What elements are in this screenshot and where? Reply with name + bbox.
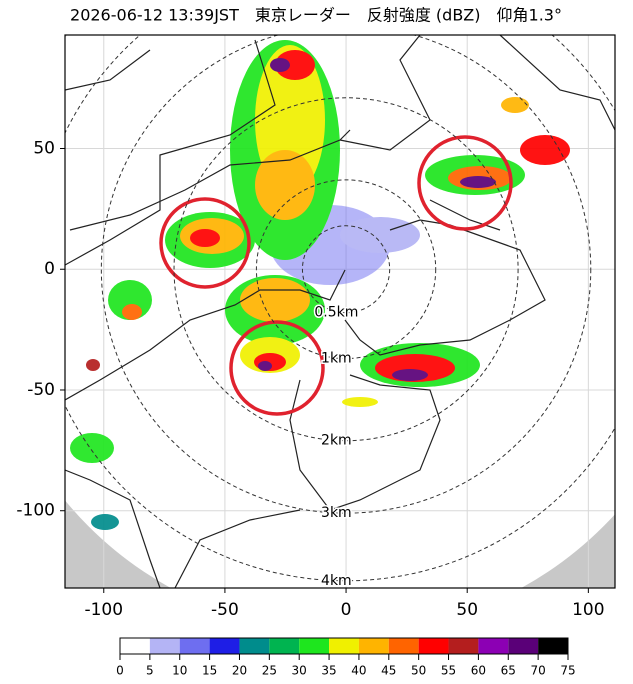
range-ring-label: 2km bbox=[321, 433, 352, 449]
colorbar-bin bbox=[269, 638, 300, 654]
colorbar-bin bbox=[388, 638, 419, 654]
colorbar-tick-label: 75 bbox=[560, 664, 575, 678]
range-ring-label: 4km bbox=[321, 573, 352, 589]
colorbar-tick-label: 0 bbox=[116, 664, 124, 678]
colorbar-bin bbox=[538, 638, 568, 654]
y-tick-label: 0 bbox=[44, 259, 55, 279]
x-tick-label: -100 bbox=[84, 600, 123, 620]
x-tick-label: 0 bbox=[341, 600, 352, 620]
colorbar-tick-label: 55 bbox=[441, 664, 456, 678]
range-ring bbox=[255, 179, 437, 360]
colorbar-bin bbox=[448, 638, 479, 654]
colorbar-tick-label: 20 bbox=[232, 664, 247, 678]
colorbar-bin bbox=[358, 638, 389, 654]
echoes bbox=[70, 40, 570, 530]
colorbar-tick-label: 50 bbox=[411, 664, 426, 678]
colorbar-bin bbox=[179, 638, 210, 654]
colorbar-tick-label: 15 bbox=[202, 664, 217, 678]
range-ring-label: 0.5km bbox=[314, 305, 358, 321]
x-tick-label: -50 bbox=[211, 600, 239, 620]
range-ring bbox=[100, 35, 592, 514]
title: 2026-06-12 13:39JST 東京レーダー 反射強度 (dBZ) 仰角… bbox=[70, 6, 562, 25]
colorbar-bin bbox=[508, 638, 539, 654]
colorbar-bin bbox=[149, 638, 180, 654]
colorbar-tick-label: 60 bbox=[471, 664, 486, 678]
colorbar-tick-label: 70 bbox=[530, 664, 545, 678]
colorbar-tick-label: 40 bbox=[351, 664, 366, 678]
colorbar-frame bbox=[119, 637, 569, 655]
plot-frame bbox=[64, 34, 616, 589]
colorbar-tick-label: 5 bbox=[146, 664, 154, 678]
x-tick-label: 50 bbox=[456, 600, 478, 620]
colorbar-bin bbox=[299, 638, 330, 654]
range-ring bbox=[301, 225, 391, 314]
colorbar-tick-label: 30 bbox=[292, 664, 307, 678]
colorbar-tick-label: 25 bbox=[262, 664, 277, 678]
colorbar-bin bbox=[329, 638, 359, 654]
plot-area: 0.5km 1km 2km 3km 4km bbox=[65, 35, 615, 589]
highlight-circles bbox=[159, 135, 513, 416]
range-ring bbox=[173, 97, 519, 442]
y-tick-label: -50 bbox=[27, 380, 55, 400]
y-tick-label: 50 bbox=[33, 138, 55, 158]
colorbar-tick-label: 45 bbox=[381, 664, 396, 678]
range-ring-label: 3km bbox=[321, 505, 352, 521]
colorbar-tick-label: 10 bbox=[172, 664, 187, 678]
colorbar-bin bbox=[239, 638, 270, 654]
colorbar-tick-label: 65 bbox=[501, 664, 516, 678]
y-tick-label: -100 bbox=[16, 501, 55, 521]
range-ring-label: 1km bbox=[321, 351, 352, 367]
colorbar-bin bbox=[209, 638, 240, 654]
colorbar-tick-label: 35 bbox=[321, 664, 336, 678]
coastlines bbox=[65, 35, 615, 588]
colorbar-bin bbox=[478, 638, 509, 654]
x-tick-label: 100 bbox=[572, 600, 604, 620]
colorbar-bin bbox=[120, 638, 150, 654]
colorbar-bin bbox=[418, 638, 449, 654]
